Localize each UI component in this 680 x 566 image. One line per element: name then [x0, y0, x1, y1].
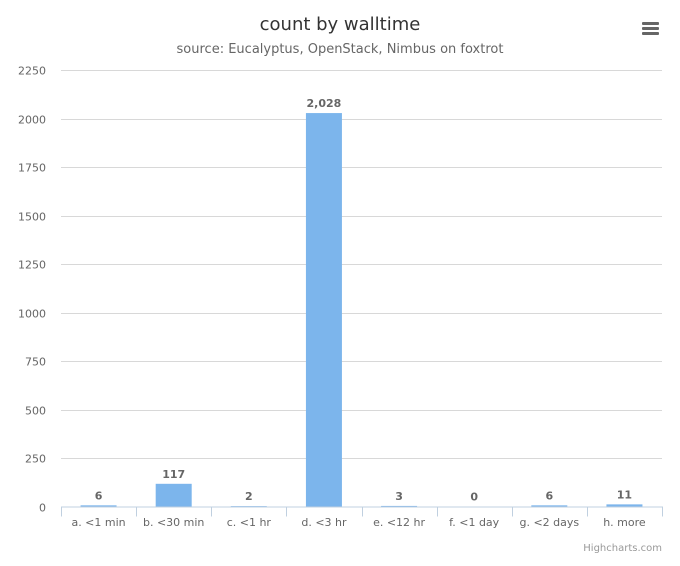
- data-label: 6: [545, 489, 553, 502]
- y-tick-label: 1500: [18, 211, 46, 224]
- x-category-label: b. <30 min: [143, 516, 204, 529]
- chart-subtitle: source: Eucalyptus, OpenStack, Nimbus on…: [176, 42, 504, 57]
- x-category-label: a. <1 min: [71, 516, 125, 529]
- bar[interactable]: [531, 505, 568, 507]
- data-label: 2: [245, 490, 253, 503]
- y-tick-label: 1250: [18, 259, 46, 272]
- x-category-label: f. <1 day: [449, 516, 500, 529]
- x-category-label: d. <3 hr: [301, 516, 347, 529]
- y-tick-label: 500: [25, 405, 46, 418]
- y-tick-label: 250: [25, 453, 46, 466]
- data-labels: 6 117 2 2,028 3 0 6 11: [95, 97, 632, 503]
- data-label: 117: [162, 468, 185, 481]
- y-tick-label: 1000: [18, 308, 46, 321]
- x-category-label: e. <12 hr: [373, 516, 425, 529]
- bar[interactable]: [80, 505, 117, 507]
- y-tick-label: 0: [39, 502, 46, 515]
- data-label: 6: [95, 489, 103, 502]
- grid-lines: [61, 70, 662, 459]
- y-tick-label: 2000: [18, 114, 46, 127]
- bar[interactable]: [155, 483, 192, 507]
- x-category-label: h. more: [603, 516, 646, 529]
- credits-link[interactable]: Highcharts.com: [583, 543, 662, 554]
- bar[interactable]: [381, 505, 418, 507]
- y-tick-label: 2250: [18, 65, 46, 78]
- y-tick-label: 750: [25, 356, 46, 369]
- data-label: 3: [395, 490, 403, 503]
- x-category-label: c. <1 hr: [227, 516, 272, 529]
- data-label: 0: [470, 491, 478, 504]
- context-menu-button[interactable]: [638, 18, 662, 40]
- data-label: 2,028: [307, 97, 342, 110]
- bar[interactable]: [305, 113, 342, 507]
- bar[interactable]: [606, 504, 643, 507]
- y-axis-labels: 0 250 500 750 1000 1250 1500 1750 2000 2250: [18, 65, 46, 515]
- x-axis: a. <1 min b. <30 min c. <1 hr d. <3 hr e. <1…: [61, 506, 663, 529]
- data-label: 11: [617, 488, 632, 501]
- x-category-label: g. <2 days: [519, 516, 579, 529]
- chart-title: count by walltime: [259, 14, 421, 35]
- bar-series: [80, 113, 643, 507]
- y-tick-label: 1750: [18, 162, 46, 175]
